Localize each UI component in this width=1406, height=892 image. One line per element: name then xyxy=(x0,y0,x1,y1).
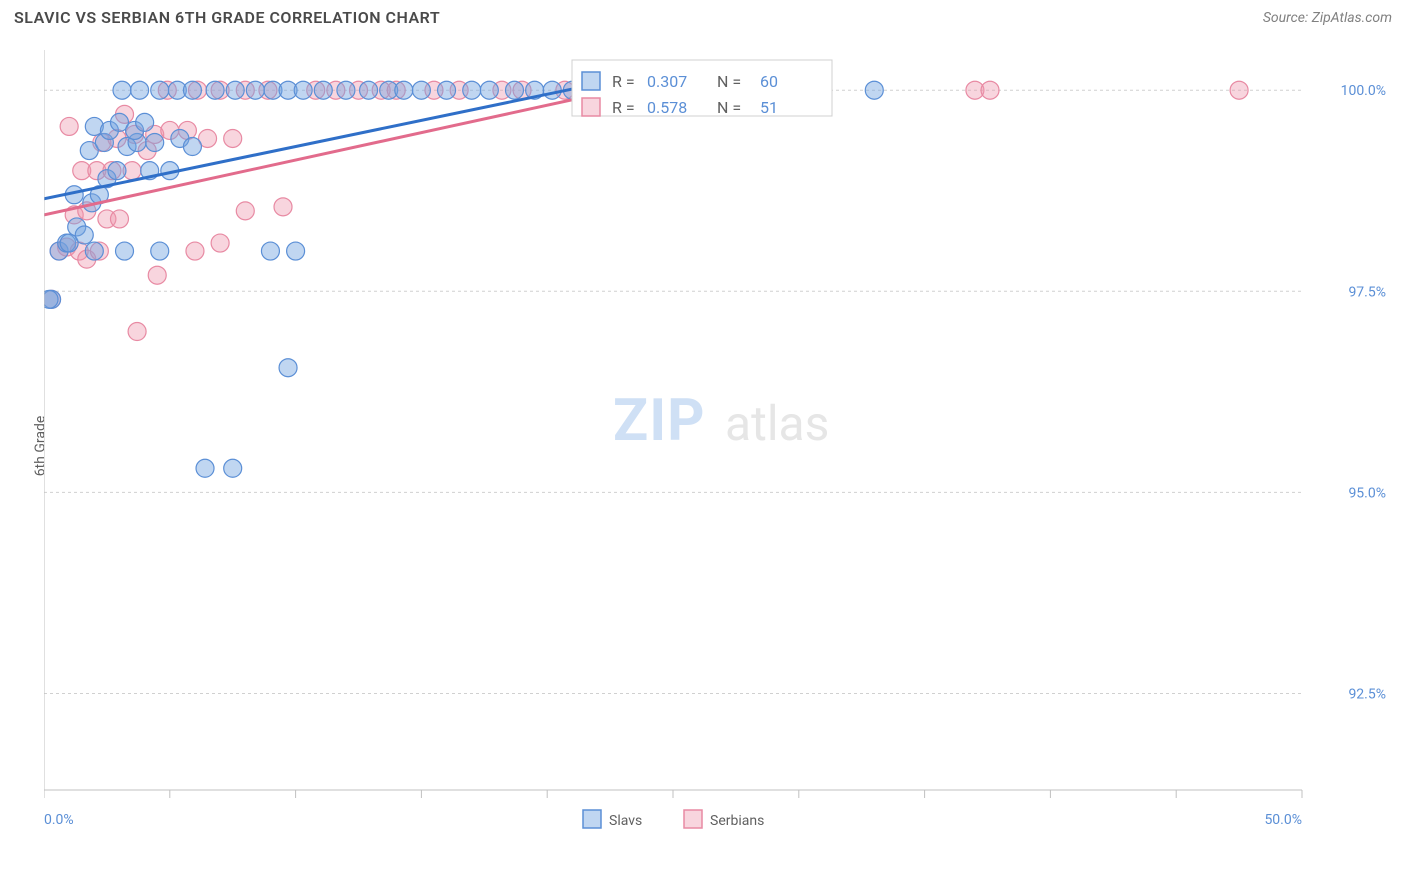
serbians-point xyxy=(110,210,128,228)
x-tick-label: 50.0% xyxy=(1264,812,1302,828)
serbians-point xyxy=(1230,81,1248,99)
slavs-point xyxy=(206,81,224,99)
stats-swatch xyxy=(582,98,600,116)
chart-title: SLAVIC VS SERBIAN 6TH GRADE CORRELATION … xyxy=(14,8,440,27)
chart-source: Source: ZipAtlas.com xyxy=(1263,10,1392,26)
slavs-point xyxy=(75,226,93,244)
legend-label: Slavs xyxy=(609,813,642,829)
slavs-point xyxy=(543,81,561,99)
stats-n-value: 51 xyxy=(760,98,778,117)
stats-r-label: R = xyxy=(612,98,635,117)
serbians-point xyxy=(148,266,166,284)
slavs-point xyxy=(183,81,201,99)
slavs-point xyxy=(183,138,201,156)
stats-r-label: R = xyxy=(612,72,635,91)
y-tick-label: 100.0% xyxy=(1341,83,1386,99)
slavs-point xyxy=(505,81,523,99)
slavs-point xyxy=(294,81,312,99)
serbians-point xyxy=(981,81,999,99)
slavs-point xyxy=(261,242,279,260)
slavs-point xyxy=(480,81,498,99)
chart-area: ZIP atlas 0.0% 50.0% 92.5% 95.0% 97.5% 100.0% R … xyxy=(44,50,1392,832)
slavs-point xyxy=(226,81,244,99)
legend-label: Serbians xyxy=(710,813,764,829)
stats-n-value: 60 xyxy=(760,72,778,91)
serbians-point xyxy=(274,198,292,216)
y-tick-label: 95.0% xyxy=(1348,485,1386,501)
slavs-point xyxy=(865,81,883,99)
serbians-point xyxy=(211,234,229,252)
serbians-point xyxy=(60,117,78,135)
slavs-point xyxy=(116,242,134,260)
slavs-point xyxy=(131,81,149,99)
x-tick-label: 0.0% xyxy=(44,812,74,828)
slavs-point xyxy=(151,242,169,260)
slavs-point xyxy=(246,81,264,99)
chart-header: SLAVIC VS SERBIAN 6TH GRADE CORRELATION … xyxy=(0,0,1406,31)
slavs-point xyxy=(395,81,413,99)
stats-box xyxy=(572,60,832,116)
slavs-point xyxy=(287,242,305,260)
serbians-point xyxy=(236,202,254,220)
slavs-point xyxy=(279,359,297,377)
watermark-zip: ZIP xyxy=(613,387,706,455)
slavs-point xyxy=(151,81,169,99)
slavs-point xyxy=(412,81,430,99)
slavs-point xyxy=(224,459,242,477)
watermark-atlas: atlas xyxy=(725,395,829,452)
slavs-point xyxy=(360,81,378,99)
slavs-point xyxy=(44,290,58,308)
serbians-point xyxy=(128,323,146,341)
serbians-point xyxy=(186,242,204,260)
slavs-point xyxy=(136,113,154,131)
stats-n-label: N = xyxy=(717,98,741,117)
stats-r-value: 0.578 xyxy=(647,98,687,117)
y-tick-label: 97.5% xyxy=(1348,284,1386,300)
slavs-point xyxy=(85,242,103,260)
slavs-point xyxy=(146,134,164,152)
slavs-point xyxy=(108,162,126,180)
slavs-point xyxy=(196,459,214,477)
slavs-point xyxy=(463,81,481,99)
legend-swatch xyxy=(684,810,702,828)
stats-swatch xyxy=(582,72,600,90)
stats-r-value: 0.307 xyxy=(647,72,687,91)
stats-n-label: N = xyxy=(717,72,741,91)
scatter-plot: ZIP atlas 0.0% 50.0% 92.5% 95.0% 97.5% 100.0% R … xyxy=(44,50,1392,832)
y-tick-label: 92.5% xyxy=(1348,686,1386,702)
slavs-point xyxy=(337,81,355,99)
slavs-point xyxy=(113,81,131,99)
serbians-point xyxy=(224,129,242,147)
legend-swatch xyxy=(583,810,601,828)
slavs-point xyxy=(438,81,456,99)
slavs-point xyxy=(314,81,332,99)
